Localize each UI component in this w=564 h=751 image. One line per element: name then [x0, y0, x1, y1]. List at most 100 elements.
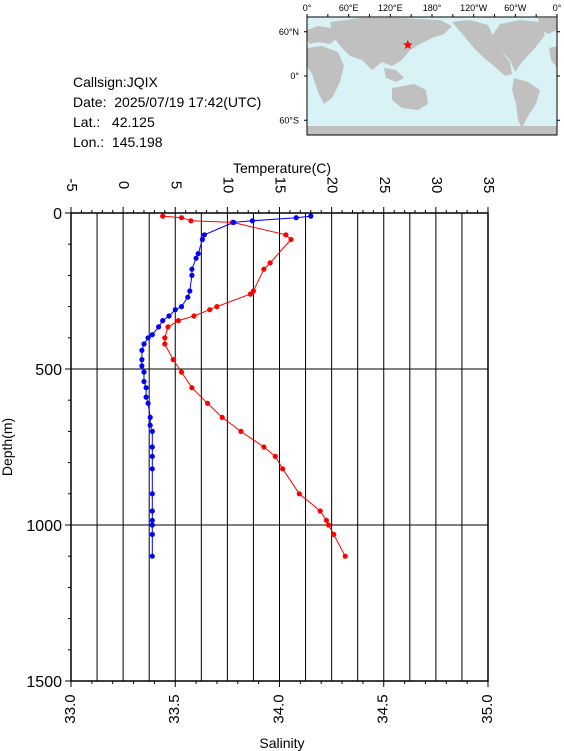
- temperature-tick-label: 10: [219, 177, 236, 194]
- salinity-point: [201, 232, 207, 238]
- salinity-point: [193, 255, 199, 261]
- salinity-point: [149, 453, 155, 459]
- salinity-point: [147, 414, 153, 420]
- salinity-point: [145, 335, 151, 341]
- temperature-line: [162, 215, 346, 557]
- salinity-point: [189, 266, 195, 272]
- depth-tick-label: 1000: [26, 518, 62, 535]
- salinity-point: [149, 444, 155, 450]
- temperature-tick-label: 20: [324, 177, 341, 194]
- salinity-point: [231, 219, 237, 225]
- date-label: Date: 2025/07/19 17:42(UTC): [73, 94, 262, 110]
- temperature-point: [175, 318, 181, 324]
- salinity-point: [141, 341, 147, 347]
- salinity-tick-label: 34.0: [270, 694, 287, 723]
- salinity-point: [149, 491, 155, 497]
- temperature-axis-title: Temperature(C): [233, 160, 331, 176]
- temperature-point: [272, 453, 278, 459]
- temperature-point: [191, 313, 197, 319]
- salinity-point: [149, 428, 155, 434]
- salinity-point: [178, 304, 185, 310]
- salinity-point: [149, 531, 155, 538]
- salinity-point: [149, 508, 155, 514]
- salinity-point: [249, 218, 255, 224]
- salinity-point: [149, 522, 155, 528]
- temperature-point: [178, 215, 185, 221]
- temperature-point: [247, 291, 253, 297]
- salinity-point: [293, 215, 299, 221]
- salinity-point: [149, 466, 155, 472]
- temperature-point: [238, 428, 244, 434]
- temperature-tick-label: 15: [272, 177, 289, 194]
- salinity-point: [141, 378, 147, 385]
- salinity-point: [149, 553, 155, 559]
- temperature-tick-label: 30: [428, 177, 445, 194]
- temperature-point: [261, 444, 267, 450]
- salinity-point: [166, 313, 172, 319]
- temperature-point: [331, 531, 337, 538]
- temperature-point: [280, 466, 286, 472]
- temperature-point: [267, 260, 273, 266]
- salinity-point: [195, 251, 201, 257]
- callsign-label: Callsign:JQIX: [73, 74, 158, 90]
- salinity-point: [160, 318, 166, 324]
- salinity-point: [149, 332, 155, 338]
- depth-tick-label: 500: [35, 362, 62, 379]
- temperature-point: [283, 232, 289, 238]
- salinity-tick-label: 33.5: [166, 694, 183, 723]
- salinity-line: [141, 215, 311, 557]
- salinity-point: [139, 347, 145, 353]
- temperature-point: [288, 236, 294, 243]
- temperature-point: [162, 335, 168, 341]
- temperature-tick-label: 0: [115, 181, 132, 189]
- temperature-point: [170, 357, 176, 363]
- salinity-point: [308, 213, 314, 219]
- temperature-point: [165, 324, 171, 330]
- temperature-point: [178, 369, 185, 375]
- salinity-point: [149, 517, 155, 523]
- salinity-point: [139, 357, 145, 363]
- temperature-point: [296, 491, 302, 497]
- temperature-tick-label: -5: [63, 178, 80, 191]
- temperature-point: [317, 508, 323, 514]
- station-info: Callsign:JQIX Date: 2025/07/19 17:42(UTC…: [73, 72, 261, 152]
- salinity-axis-title: Salinity: [259, 735, 304, 751]
- temperature-point: [261, 266, 267, 272]
- temperature-series: [160, 213, 348, 559]
- salinity-point: [145, 400, 151, 406]
- salinity-point: [147, 422, 153, 428]
- salinity-point: [143, 394, 149, 400]
- temperature-point: [219, 414, 225, 420]
- salinity-series: [139, 213, 314, 559]
- temperature-point: [342, 553, 348, 559]
- temperature-point: [205, 400, 211, 406]
- chart-axes: -5 0 5 10 15 20 25 30 35 33.0 33.5 34.0 34.5 35.0 0 500…: [26, 177, 497, 724]
- depth-axis-title: Depth(m): [0, 418, 15, 476]
- longitude-label: Lon.: 145.198: [73, 134, 163, 150]
- temperature-point: [323, 517, 329, 523]
- salinity-point: [199, 236, 205, 243]
- salinity-tick-label: 35.0: [479, 694, 496, 723]
- temperature-tick-label: 25: [376, 177, 393, 194]
- temperature-tick-label: 35: [480, 177, 497, 194]
- temperature-point: [160, 213, 166, 219]
- temperature-point: [214, 304, 220, 310]
- temperature-point: [207, 307, 213, 313]
- temperature-point: [189, 385, 195, 391]
- salinity-point: [143, 385, 149, 391]
- salinity-point: [189, 272, 195, 278]
- temperature-point: [162, 341, 168, 347]
- salinity-point: [139, 363, 145, 369]
- salinity-tick-label: 33.0: [62, 694, 79, 723]
- latitude-label: Lat.: 42.125: [73, 114, 155, 130]
- temperature-point: [325, 522, 332, 528]
- temperature-point: [188, 218, 194, 224]
- depth-tick-label: 1500: [26, 674, 62, 691]
- salinity-point: [172, 307, 178, 313]
- salinity-point: [141, 369, 147, 375]
- salinity-point: [187, 288, 193, 294]
- salinity-point: [185, 294, 191, 300]
- salinity-tick-label: 34.5: [375, 694, 392, 723]
- salinity-point: [156, 324, 162, 330]
